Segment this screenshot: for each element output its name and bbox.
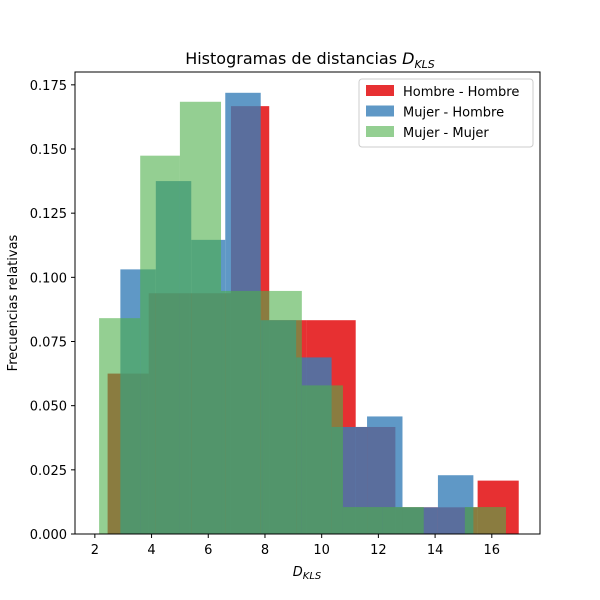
legend-swatch-2	[366, 105, 394, 117]
y-axis-label: Frecuencias relativas	[6, 234, 21, 371]
y-tick-label: 0.100	[30, 271, 67, 286]
x-tick-label: 6	[204, 543, 212, 558]
x-axis-label-symbol: D	[293, 565, 303, 580]
x-tick-label: 16	[484, 543, 501, 558]
legend-label-1: Hombre - Hombre	[403, 85, 519, 100]
legend: Hombre - Hombre Mujer - Hombre Mujer - Muj…	[358, 78, 534, 148]
x-axis-label: DKLS	[293, 565, 322, 582]
bar-series-3-bin-2	[140, 155, 180, 534]
series-3-bars	[99, 101, 506, 535]
bars-layer	[99, 92, 519, 535]
y-tick-label: 0.175	[30, 79, 67, 94]
chart-title-prefix: Histogramas de distancias	[185, 49, 402, 68]
legend-label-2: Mujer - Hombre	[403, 106, 504, 121]
x-tick-label: 12	[370, 543, 387, 558]
x-tick-label: 4	[147, 543, 155, 558]
bar-series-3-bin-1	[99, 318, 141, 534]
legend-frame	[358, 78, 534, 148]
y-axis-ticks: 0.000 0.025 0.050 0.075 0.100 0.125 0.150 0.175	[30, 79, 75, 543]
x-axis-label-subscript: KLS	[303, 571, 322, 582]
y-tick-label: 0.075	[30, 336, 67, 351]
plot-frame	[74, 71, 541, 535]
legend-label-3: Mujer - Mujer	[403, 126, 489, 141]
bar-series-3-bin-6	[301, 385, 343, 534]
y-tick-label: 0.050	[30, 400, 67, 415]
x-tick-label: 10	[313, 543, 330, 558]
x-axis-ticks: 2 4 6 8 10 12 14 16	[91, 534, 500, 558]
y-tick-label: 0.025	[30, 464, 67, 479]
bar-series-3-bin-7	[342, 507, 383, 534]
bar-series-3-bin-5	[262, 290, 302, 534]
chart-title-subscript: KLS	[414, 58, 434, 71]
x-tick-label: 2	[91, 543, 99, 558]
chart-title-symbol: D	[402, 49, 414, 68]
bar-series-3-bin-8	[382, 507, 424, 534]
bar-series-3-bin-4	[221, 290, 263, 534]
y-tick-label: 0.125	[30, 207, 67, 222]
bar-series-3-bin-10	[464, 507, 506, 534]
y-tick-label: 0.150	[30, 143, 67, 158]
x-tick-label: 8	[261, 543, 269, 558]
y-tick-label: 0.000	[30, 528, 67, 543]
x-tick-label: 14	[427, 543, 444, 558]
chart-title: Histogramas de distancias DKLS	[185, 49, 435, 71]
bar-series-3-bin-3	[179, 101, 222, 535]
legend-swatch-1	[366, 85, 394, 96]
legend-swatch-3	[366, 126, 394, 137]
